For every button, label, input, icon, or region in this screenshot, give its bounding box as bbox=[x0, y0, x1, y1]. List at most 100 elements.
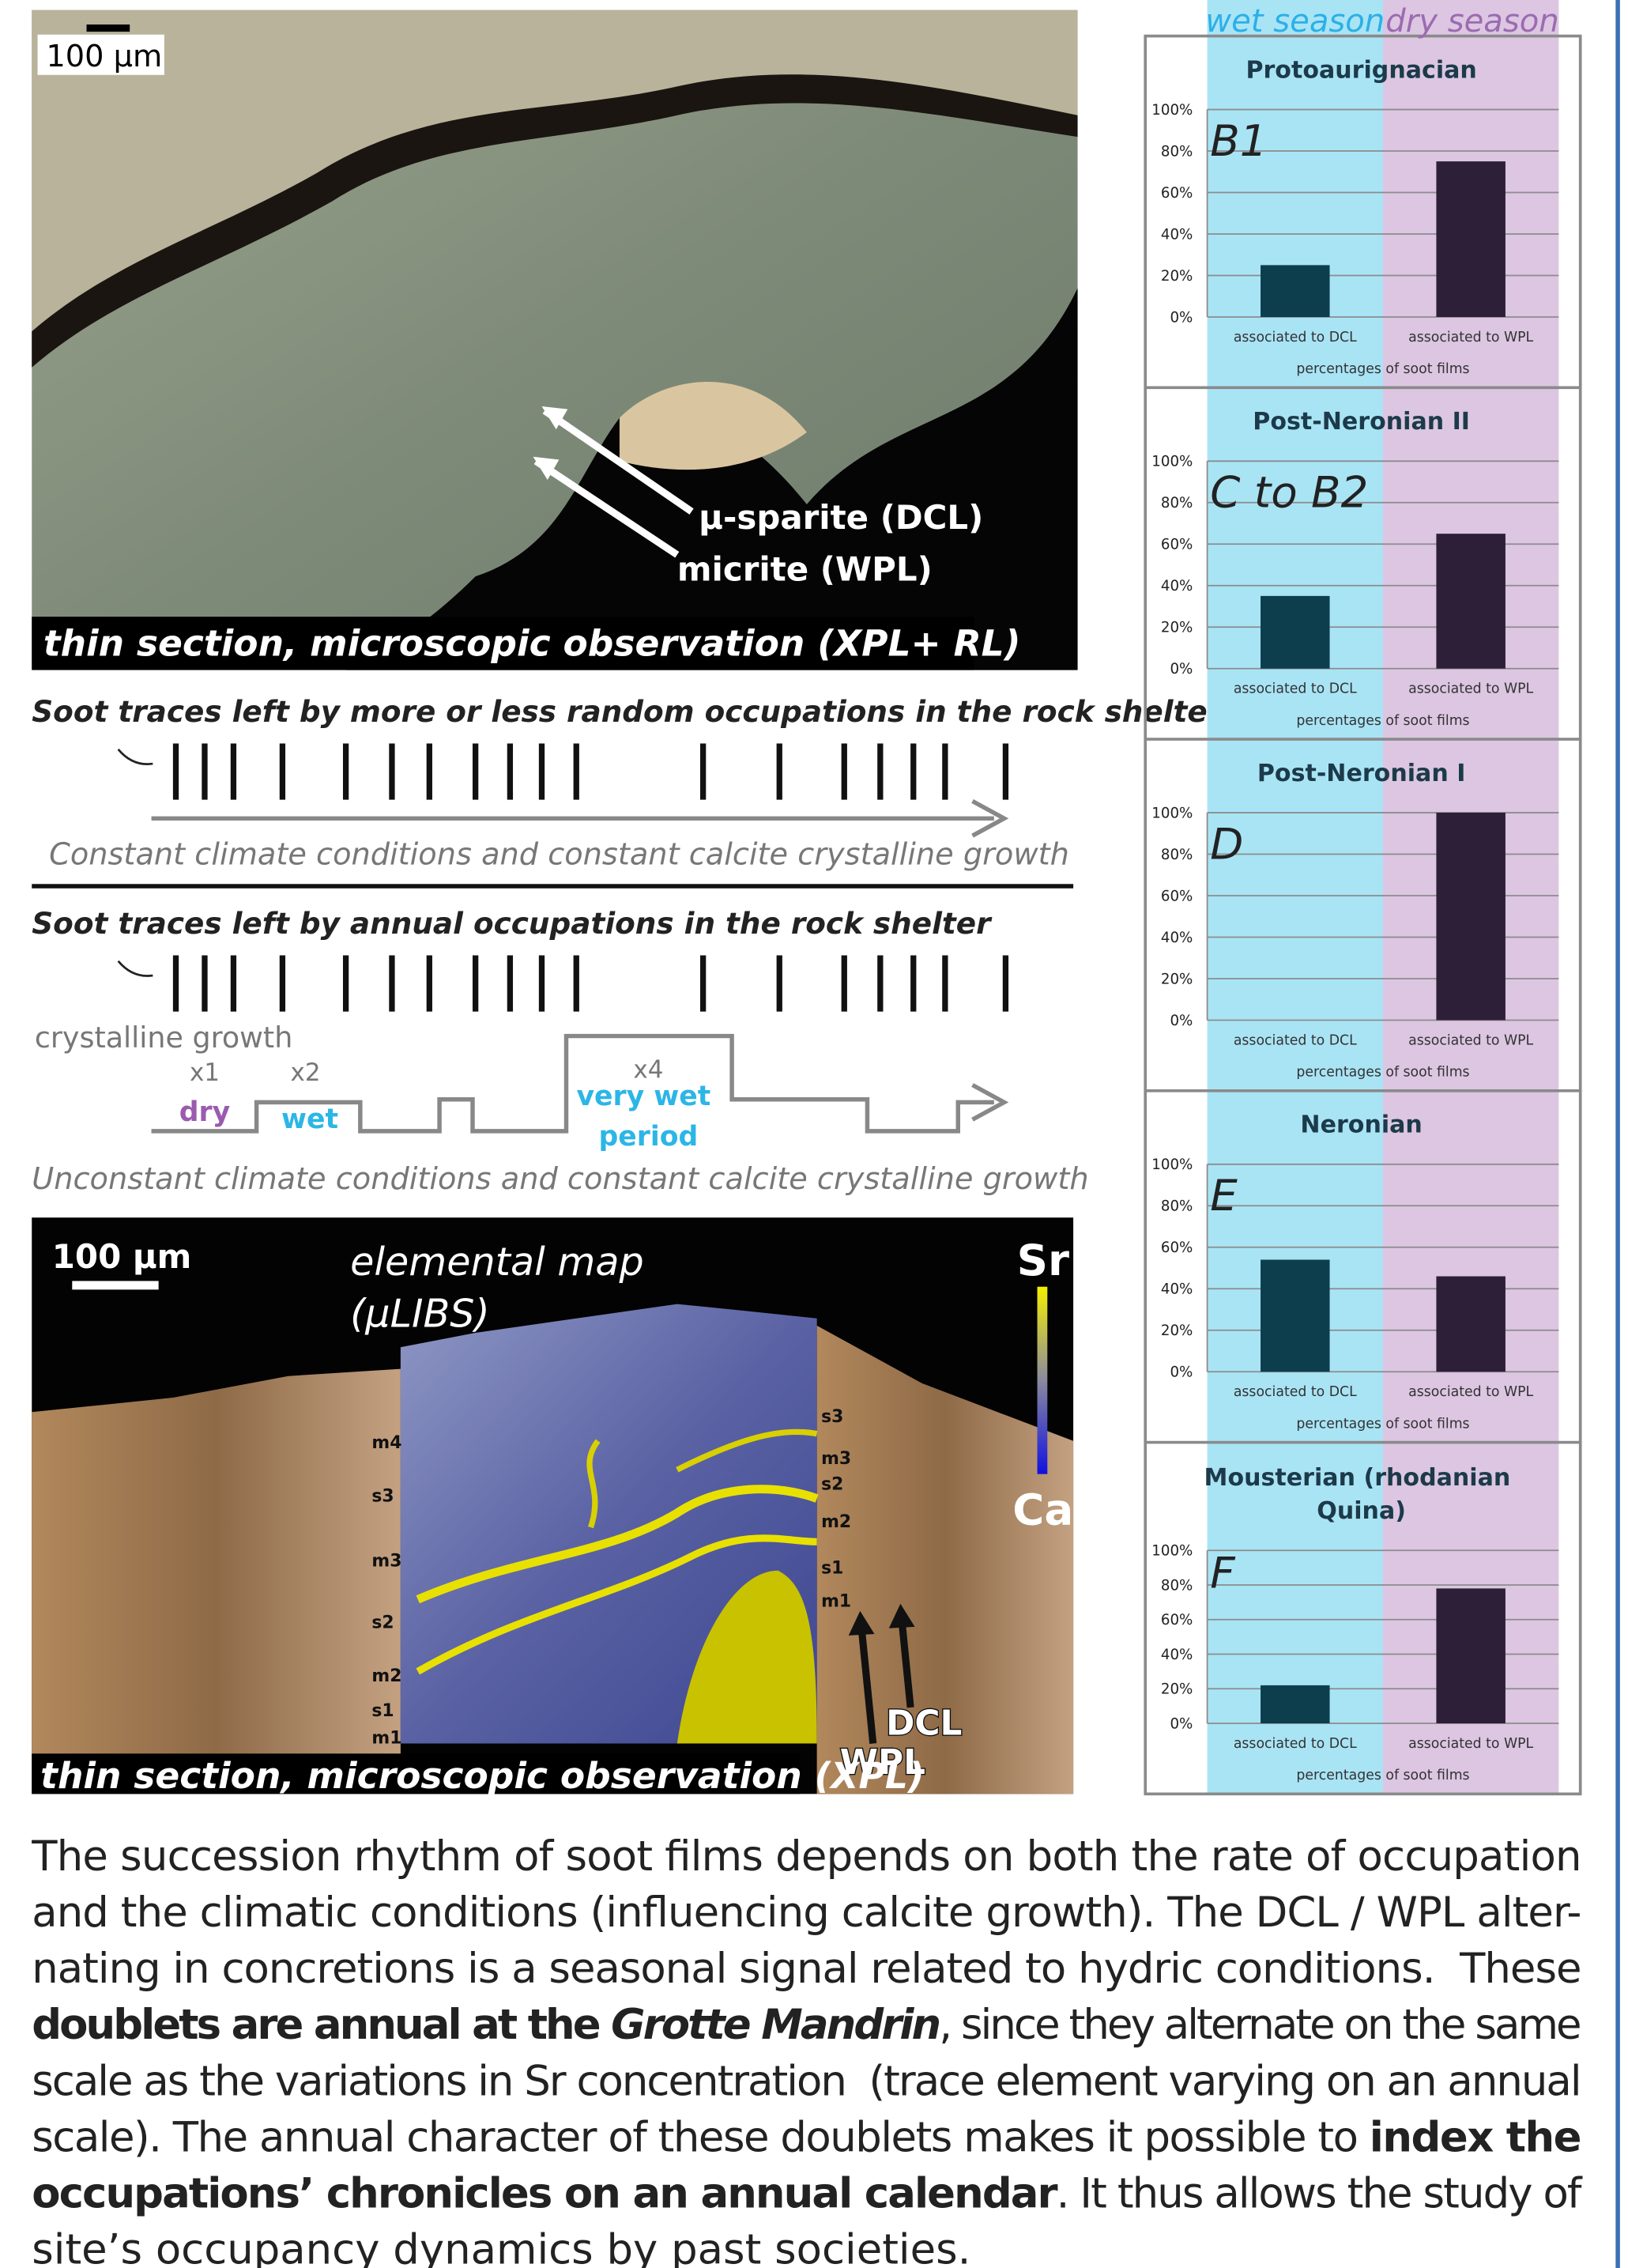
paragraph-line: nating in concretions is a seasonal sign… bbox=[32, 1945, 1581, 1993]
period-label: wet bbox=[281, 1104, 338, 1135]
x-tick-label: associated to DCL bbox=[1234, 1384, 1357, 1400]
paragraph-line: and the climatic conditions (influencing… bbox=[32, 1889, 1581, 1937]
chart-title: Mousterian (rhodanian Quina) bbox=[1204, 1464, 1519, 1525]
paragraph-segment: , since they alternate on the same bbox=[939, 2001, 1581, 2049]
schematic-caption: Constant climate conditions and constant… bbox=[49, 837, 1069, 873]
top-photo: 100 µm µ-sparite (DCL) micrite (WPL) thi… bbox=[32, 9, 1078, 670]
layer-label: m1 bbox=[821, 1591, 851, 1611]
y-tick-label: 100% bbox=[1151, 805, 1193, 821]
y-tick-label: 20% bbox=[1161, 620, 1193, 636]
y-tick-label: 0% bbox=[1170, 661, 1193, 677]
y-tick-label: 60% bbox=[1161, 185, 1193, 202]
x-axis-label: percentages of soot films bbox=[1296, 1065, 1469, 1081]
y-tick-label: 80% bbox=[1161, 1198, 1193, 1215]
season-label: wet season bbox=[1205, 3, 1385, 40]
chart-label: F bbox=[1210, 1548, 1236, 1598]
map-title: (µLIBS) bbox=[350, 1291, 490, 1337]
paragraph-segment: scale). The annual character of these do… bbox=[32, 2113, 1370, 2161]
bar bbox=[1436, 534, 1506, 669]
x-tick-label: associated to DCL bbox=[1234, 1736, 1357, 1752]
layer-label: s1 bbox=[821, 1558, 843, 1578]
y-tick-label: 60% bbox=[1161, 537, 1193, 553]
bar bbox=[1261, 595, 1330, 669]
x-axis-label: percentages of soot films bbox=[1296, 361, 1469, 377]
legend-label: Ca bbox=[1012, 1484, 1073, 1534]
x-tick-label: associated to WPL bbox=[1408, 330, 1533, 345]
chart-title: Post-Neronian II bbox=[1253, 408, 1470, 436]
photo-caption: thin section, microscopic observation (X… bbox=[40, 1755, 925, 1797]
y-tick-label: 20% bbox=[1161, 268, 1193, 285]
layer-label: s1 bbox=[371, 1701, 394, 1721]
y-tick-label: 60% bbox=[1161, 888, 1193, 904]
period-label: very wet period bbox=[576, 1081, 720, 1153]
arrow-label: µ-sparite (DCL) bbox=[699, 498, 983, 537]
layer-label: s2 bbox=[821, 1475, 843, 1495]
y-tick-label: 80% bbox=[1161, 495, 1193, 511]
y-tick-label: 40% bbox=[1161, 1647, 1193, 1663]
y-tick-label: 40% bbox=[1161, 930, 1193, 946]
paragraph: The succession rhythm of soot films depe… bbox=[31, 1832, 1583, 2268]
paragraph-segment: doublets are annual at the bbox=[32, 2001, 613, 2049]
multiplier: x4 bbox=[633, 1055, 663, 1084]
scale-bar-label: 100 µm bbox=[46, 39, 162, 74]
chart-label: C to B2 bbox=[1210, 467, 1368, 518]
x-tick-label: associated to DCL bbox=[1234, 1032, 1357, 1048]
x-tick-label: associated to WPL bbox=[1408, 1736, 1533, 1752]
y-tick-label: 0% bbox=[1170, 1715, 1193, 1732]
arrow-label: micrite (WPL) bbox=[677, 550, 933, 589]
chart-title: Post-Neronian I bbox=[1257, 760, 1466, 787]
x-axis-label: percentages of soot films bbox=[1296, 1768, 1469, 1783]
chart-label: E bbox=[1210, 1170, 1238, 1221]
y-tick-label: 80% bbox=[1161, 847, 1193, 863]
bar bbox=[1436, 161, 1506, 318]
chart-title: Neronian bbox=[1300, 1111, 1422, 1139]
bar bbox=[1436, 813, 1506, 1021]
paragraph-line: occupations’ chronicles on an annual cal… bbox=[32, 2169, 1583, 2217]
legend-label: Sr bbox=[1017, 1235, 1069, 1285]
paragraph-segment: and the climatic conditions (influencing… bbox=[32, 1889, 1581, 1937]
y-tick-label: 100% bbox=[1151, 102, 1193, 119]
y-tick-label: 20% bbox=[1161, 971, 1193, 987]
bar bbox=[1261, 1685, 1330, 1724]
growth-label: crystalline growth bbox=[35, 1021, 292, 1055]
layer-label: s3 bbox=[821, 1407, 843, 1427]
paragraph-segment: . It thus allows the study of bbox=[1057, 2169, 1583, 2217]
chart-column: wet season dry season Protoaurignacian 0%… bbox=[1144, 0, 1620, 2268]
period-label: dry bbox=[179, 1096, 230, 1128]
y-tick-label: 40% bbox=[1161, 578, 1193, 594]
chart-label: D bbox=[1210, 818, 1243, 869]
map-title: elemental map bbox=[350, 1239, 644, 1285]
bar bbox=[1436, 1276, 1506, 1372]
y-tick-label: 0% bbox=[1170, 309, 1193, 326]
x-axis-label: percentages of soot films bbox=[1296, 713, 1469, 729]
photo-caption: thin section, microscopic observation (X… bbox=[43, 622, 1021, 664]
layer-label: m3 bbox=[371, 1551, 401, 1571]
schematic-heading: Soot traces left by annual occupations i… bbox=[32, 906, 993, 941]
layer-label: m2 bbox=[371, 1666, 401, 1686]
paragraph-segment: scale as the variations in Sr concentrat… bbox=[32, 2057, 1581, 2105]
bar bbox=[1261, 265, 1330, 318]
layer-label: m4 bbox=[371, 1433, 401, 1453]
paragraph-segment: Grotte Mandrin bbox=[611, 2001, 941, 2049]
y-tick-label: 100% bbox=[1151, 454, 1193, 470]
layer-label: s2 bbox=[371, 1613, 394, 1633]
y-tick-label: 60% bbox=[1161, 1240, 1193, 1256]
x-tick-label: associated to WPL bbox=[1408, 1032, 1533, 1048]
y-tick-label: 0% bbox=[1170, 1013, 1193, 1029]
y-tick-label: 100% bbox=[1151, 1543, 1193, 1560]
paragraph-segment: nating in concretions is a seasonal sign… bbox=[32, 1945, 1581, 1993]
layer-label: m1 bbox=[371, 1729, 401, 1749]
layer-label: s3 bbox=[371, 1486, 394, 1506]
schematic-caption: Unconstant climate conditions and consta… bbox=[32, 1161, 1088, 1197]
x-axis-label: percentages of soot films bbox=[1296, 1416, 1469, 1432]
multiplier: x2 bbox=[291, 1059, 321, 1087]
chart-title: Protoaurignacian bbox=[1245, 56, 1476, 84]
paragraph-line: The succession rhythm of soot films depe… bbox=[31, 1832, 1581, 1881]
y-tick-label: 20% bbox=[1161, 1681, 1193, 1698]
chart-label: B1 bbox=[1210, 115, 1267, 166]
y-tick-label: 60% bbox=[1161, 1612, 1193, 1628]
paragraph-segment: occupations’ chronicles on an annual cal… bbox=[32, 2169, 1057, 2217]
bar bbox=[1436, 1588, 1506, 1724]
multiplier: x1 bbox=[190, 1059, 220, 1087]
